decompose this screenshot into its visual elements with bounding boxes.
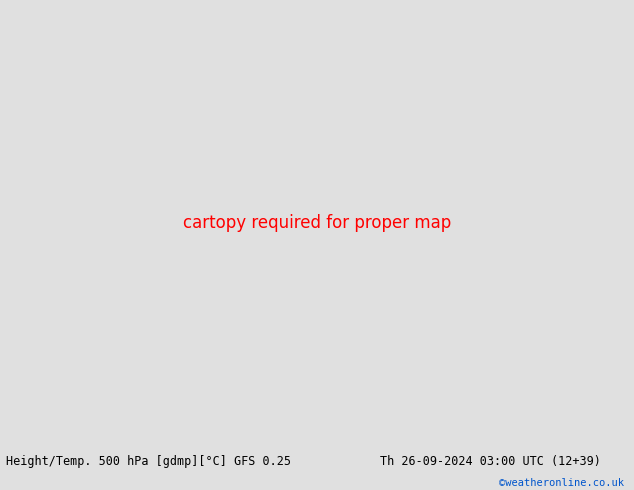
Text: ©weatheronline.co.uk: ©weatheronline.co.uk [500, 478, 624, 489]
Text: cartopy required for proper map: cartopy required for proper map [183, 214, 451, 232]
Text: Height/Temp. 500 hPa [gdmp][°C] GFS 0.25: Height/Temp. 500 hPa [gdmp][°C] GFS 0.25 [6, 455, 292, 468]
Text: Th 26-09-2024 03:00 UTC (12+39): Th 26-09-2024 03:00 UTC (12+39) [380, 455, 601, 468]
